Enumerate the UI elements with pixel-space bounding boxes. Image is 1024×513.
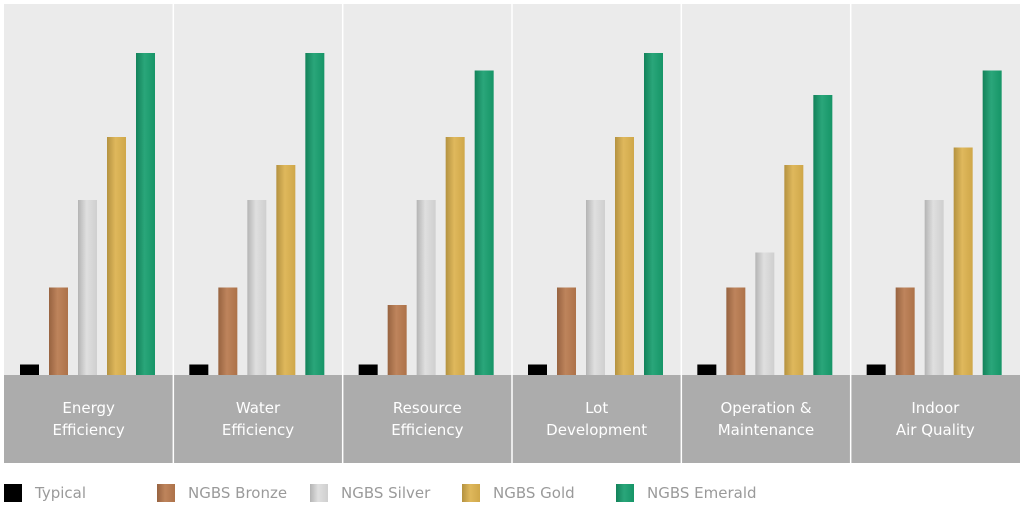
category-labels: Energy Efficiency Water Efficiency Resource E… bbox=[53, 399, 975, 439]
category-label: Energy Efficiency bbox=[53, 399, 125, 439]
legend-swatch bbox=[616, 484, 634, 502]
legend-item-typical: Typical bbox=[4, 478, 86, 508]
bar-ngbs-bronze-0 bbox=[49, 287, 68, 375]
legend-item-ngbs-silver: NGBS Silver bbox=[310, 478, 430, 508]
category-label: Lot Development bbox=[546, 399, 647, 439]
bar-ngbs-emerald-1 bbox=[305, 53, 325, 375]
bar-ngbs-bronze-1 bbox=[218, 287, 238, 375]
bar-ngbs-bronze-3 bbox=[557, 287, 576, 375]
bar-typical-5 bbox=[866, 364, 886, 375]
bar-ngbs-bronze-2 bbox=[387, 305, 407, 375]
legend-swatch bbox=[310, 484, 328, 502]
legend-item-ngbs-gold: NGBS Gold bbox=[462, 478, 575, 508]
bar-ngbs-silver-0 bbox=[78, 200, 97, 375]
bar-typical-0 bbox=[20, 364, 39, 375]
bar-typical-3 bbox=[528, 364, 547, 375]
legend-swatch bbox=[157, 484, 175, 502]
bar-ngbs-silver-2 bbox=[416, 200, 436, 375]
legend-label: NGBS Silver bbox=[341, 484, 431, 502]
legend-label: NGBS Gold bbox=[493, 484, 575, 502]
bar-ngbs-gold-0 bbox=[107, 137, 126, 375]
bar-ngbs-gold-5 bbox=[953, 147, 973, 375]
category-band bbox=[4, 375, 1020, 463]
bar-ngbs-emerald-2 bbox=[474, 70, 494, 375]
legend: Typical NGBS Bronze NGBS Silver NGBS Gold NG… bbox=[0, 478, 1024, 508]
category-label: Water Efficiency bbox=[222, 399, 294, 439]
legend-item-ngbs-bronze: NGBS Bronze bbox=[157, 478, 287, 508]
bar-ngbs-gold-3 bbox=[615, 137, 634, 375]
bar-ngbs-gold-4 bbox=[784, 165, 804, 375]
bar-ngbs-gold-1 bbox=[276, 165, 296, 375]
bar-ngbs-emerald-4 bbox=[813, 95, 833, 375]
category-label: Operation & Maintenance bbox=[718, 399, 815, 439]
legend-swatch bbox=[462, 484, 480, 502]
bar-ngbs-bronze-5 bbox=[895, 287, 915, 375]
chart: Energy Efficiency Water Efficiency Resource E… bbox=[4, 4, 1020, 463]
bar-ngbs-silver-3 bbox=[586, 200, 605, 375]
bar-ngbs-silver-4 bbox=[755, 252, 775, 375]
plot-background bbox=[4, 4, 1020, 375]
bar-ngbs-gold-2 bbox=[445, 137, 465, 375]
bar-typical-2 bbox=[358, 364, 378, 375]
category-label: Indoor Air Quality bbox=[896, 399, 975, 439]
bar-typical-1 bbox=[189, 364, 209, 375]
legend-label: NGBS Bronze bbox=[188, 484, 288, 502]
bar-typical-4 bbox=[697, 364, 717, 375]
bar-ngbs-silver-1 bbox=[247, 200, 267, 375]
legend-label: Typical bbox=[35, 484, 86, 502]
bar-ngbs-emerald-0 bbox=[136, 53, 155, 375]
bar-ngbs-emerald-3 bbox=[644, 53, 663, 375]
bar-ngbs-bronze-4 bbox=[726, 287, 746, 375]
bar-ngbs-emerald-5 bbox=[982, 70, 1002, 375]
legend-item-ngbs-emerald: NGBS Emerald bbox=[616, 478, 757, 508]
category-label: Resource Efficiency bbox=[391, 399, 463, 439]
bars bbox=[20, 53, 1002, 375]
legend-label: NGBS Emerald bbox=[647, 484, 757, 502]
bar-ngbs-silver-5 bbox=[924, 200, 944, 375]
legend-swatch bbox=[4, 484, 22, 502]
